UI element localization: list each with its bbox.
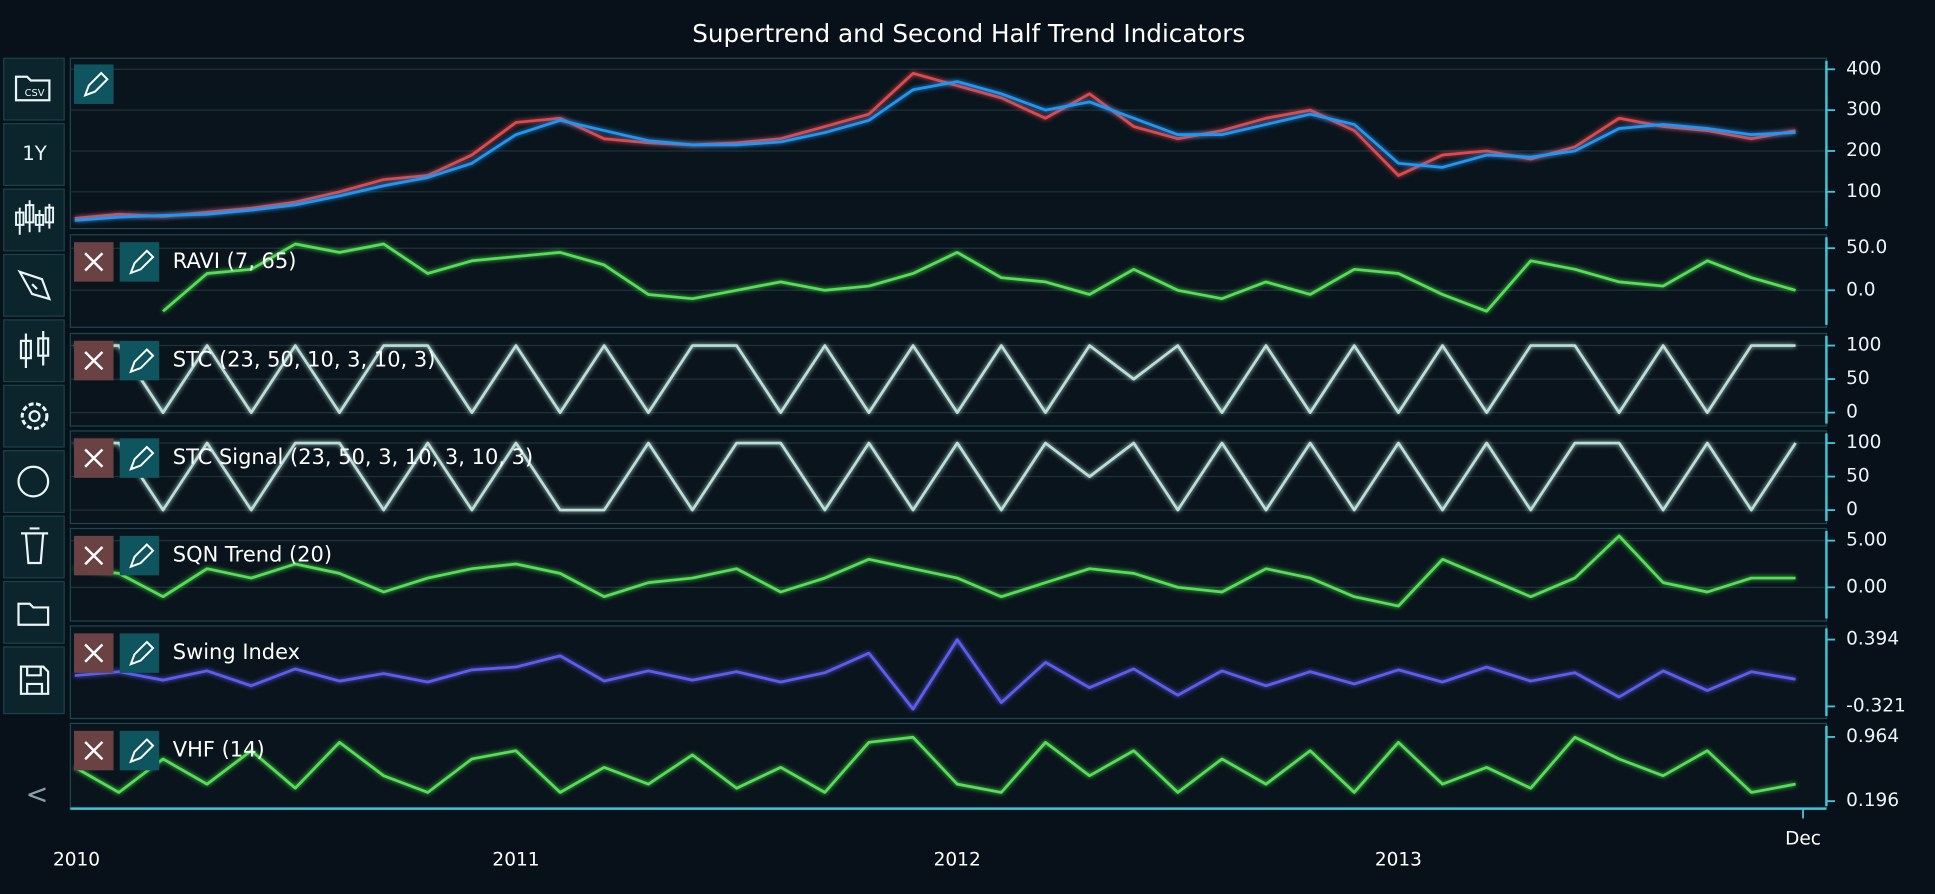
folder-icon <box>14 75 51 102</box>
close-icon <box>84 448 104 468</box>
edit-button[interactable] <box>119 438 160 478</box>
series-line <box>162 242 1796 313</box>
series-line <box>74 735 1796 794</box>
y-tick-label: 50.0 <box>1846 237 1887 258</box>
edit-button[interactable] <box>119 340 160 381</box>
series-line <box>74 80 1796 222</box>
y-tick-label: 5.00 <box>1846 530 1887 551</box>
panel-label: SQN Trend (20) <box>173 543 332 567</box>
edit-icon <box>129 249 155 275</box>
edit-icon <box>129 445 155 471</box>
series-line <box>74 534 1796 608</box>
x-tick-label: 2011 <box>492 849 539 870</box>
gear-center <box>28 410 41 423</box>
indicator-icon <box>19 330 50 369</box>
edit-button[interactable] <box>119 242 160 282</box>
save-icon <box>19 665 50 695</box>
edit-icon <box>83 71 109 97</box>
y-tick-label: 0 <box>1846 499 1858 520</box>
palette-icon <box>17 465 50 498</box>
y-tick-label: 300 <box>1846 99 1881 120</box>
y-tick-label: -0.321 <box>1846 695 1906 716</box>
edit-icon <box>129 640 155 666</box>
edit-button[interactable] <box>119 535 160 576</box>
y-tick-label: 0.394 <box>1846 629 1899 650</box>
y-tick-label: 400 <box>1846 58 1881 79</box>
csv-label: CSV <box>25 88 45 99</box>
pen-icon <box>17 269 52 301</box>
close-icon <box>84 741 104 761</box>
clear-button[interactable] <box>3 515 65 579</box>
edit-button[interactable] <box>119 633 160 673</box>
y-tick-label: 100 <box>1846 181 1881 202</box>
settings-button[interactable] <box>3 384 65 448</box>
toolbar: CSV 1Y < <box>3 57 65 811</box>
edit-button[interactable] <box>74 64 114 104</box>
y-tick-label: 0.964 <box>1846 726 1899 747</box>
panel <box>69 332 1828 427</box>
edit-icon <box>129 543 155 569</box>
panel-label: RAVI (7, 65) <box>173 249 297 273</box>
series-line <box>74 441 1797 512</box>
panel-label: VHF (14) <box>173 738 265 762</box>
x-tick-label: 2013 <box>1375 849 1422 870</box>
theme-button[interactable] <box>3 450 65 514</box>
close-icon <box>84 643 104 663</box>
panel <box>69 625 1828 720</box>
y-tick-label: 0.00 <box>1846 576 1887 597</box>
x-tick-label: Dec <box>1785 828 1821 849</box>
y-tick-label: 0.196 <box>1846 790 1899 811</box>
panel-label: Swing Index <box>173 640 300 664</box>
back-button[interactable]: < <box>26 780 49 811</box>
panel <box>69 722 1828 810</box>
indicator-button[interactable] <box>3 319 65 383</box>
y-tick-label: 100 <box>1846 432 1881 453</box>
panel-label: STC Signal (23, 50, 3, 10, 3, 10, 3) <box>173 445 533 469</box>
gear-icon <box>20 402 49 431</box>
panel <box>69 234 1828 328</box>
close-icon <box>84 546 104 566</box>
series-line <box>74 344 1796 414</box>
panel <box>69 527 1828 622</box>
candles-button[interactable] <box>3 188 65 252</box>
panel-label: STC (23, 50, 10, 3, 10, 3) <box>173 348 436 372</box>
x-tick-label: 2012 <box>934 849 981 870</box>
open-button[interactable] <box>3 580 65 644</box>
y-tick-label: 0 <box>1846 402 1858 423</box>
x-tick-label: 2010 <box>53 849 100 870</box>
y-tick-label: 50 <box>1846 368 1870 389</box>
save-button[interactable] <box>3 646 65 715</box>
y-tick-label: 50 <box>1846 466 1870 487</box>
chart-title: Supertrend and Second Half Trend Indicat… <box>692 19 1245 48</box>
y-tick-label: 100 <box>1846 335 1881 356</box>
edit-button[interactable] <box>119 730 160 771</box>
edit-icon <box>129 738 155 764</box>
range-label: 1Y <box>22 142 48 165</box>
series-line <box>74 638 1796 711</box>
csv-button[interactable] <box>3 57 65 121</box>
open-icon <box>17 602 50 626</box>
edit-icon <box>129 348 155 374</box>
close-icon <box>84 252 104 272</box>
panel <box>69 57 1828 230</box>
close-icon <box>84 351 104 371</box>
bin-icon <box>20 527 49 565</box>
range-button[interactable] <box>3 123 65 186</box>
y-tick-label: 0.0 <box>1846 279 1875 300</box>
y-tick-label: 200 <box>1846 140 1881 161</box>
candles-icon <box>15 200 55 235</box>
